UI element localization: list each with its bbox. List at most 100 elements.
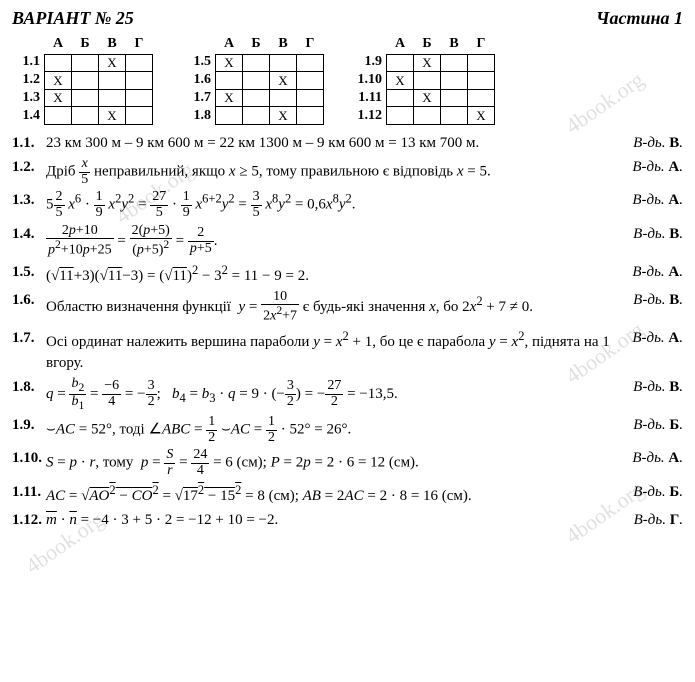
solution-item: 1.7.Осі ординат належить вершина парабол…	[12, 328, 683, 374]
answer-cell: X	[216, 54, 243, 72]
row-label: 1.3	[12, 89, 44, 107]
item-body: Областю визначення функції y = 102x2+7 є…	[46, 290, 633, 325]
answer-cell: X	[414, 54, 441, 72]
item-answer: В-дь. В.	[633, 290, 683, 325]
answer-cell: X	[270, 107, 297, 125]
row-label: 1.10	[354, 71, 386, 89]
answer-cell	[414, 72, 441, 90]
answer-cell: X	[468, 107, 495, 125]
answer-cell: X	[387, 72, 414, 90]
answer-cell	[45, 54, 72, 72]
solution-item: 1.6.Областю визначення функції y = 102x2…	[12, 290, 683, 325]
item-body: Дріб x5 неправильний, якщо x ≥ 5, тому п…	[46, 157, 632, 187]
solution-item: 1.11.AC = √AO2 − CO2 = √172 − 152 = 8 (с…	[12, 482, 683, 507]
col-header: Г	[126, 35, 153, 54]
col-header: В	[99, 35, 126, 54]
answer-cell	[216, 107, 243, 125]
row-label: 1.4	[12, 107, 44, 125]
item-body: 525 x6 · 19 x2y2 = 275 · 19 x6+2y2 = 35 …	[46, 190, 632, 220]
answer-cell	[243, 54, 270, 72]
row-label: 1.8	[183, 107, 215, 125]
answer-cell: X	[216, 89, 243, 107]
answer-cell: X	[45, 72, 72, 90]
col-header: А	[45, 35, 72, 54]
item-body: q = b2b1 = −64 = −32; b4 = b3 · q = 9 · …	[46, 377, 633, 412]
item-answer: В-дь. А.	[632, 328, 683, 374]
solution-item: 1.1.23 км 300 м – 9 км 600 м = 22 км 130…	[12, 133, 683, 154]
answer-cell	[99, 89, 126, 107]
solution-item: 1.5.(√11+3)(√11−3) = (√11)2 − 32 = 11 − …	[12, 262, 683, 287]
answer-cell	[297, 54, 324, 72]
col-header: А	[387, 35, 414, 54]
item-body: Осі ординат належить вершина параболи y …	[46, 328, 632, 374]
col-header: Г	[297, 35, 324, 54]
item-answer: В-дь. А.	[632, 190, 683, 220]
item-number: 1.9.	[12, 415, 46, 445]
col-header: В	[441, 35, 468, 54]
item-answer: В-дь. В.	[633, 133, 683, 154]
answer-cell	[270, 54, 297, 72]
part-title: Частина 1	[596, 8, 683, 29]
answer-cell: X	[270, 72, 297, 90]
col-header: В	[270, 35, 297, 54]
answer-cell	[99, 72, 126, 90]
answer-cell	[441, 72, 468, 90]
answer-cell	[387, 107, 414, 125]
row-label: 1.12	[354, 107, 386, 125]
col-header: Б	[72, 35, 99, 54]
answer-cell	[126, 72, 153, 90]
answer-cell	[387, 54, 414, 72]
answer-cell	[72, 54, 99, 72]
item-number: 1.10.	[12, 448, 46, 478]
item-body: 23 км 300 м – 9 км 600 м = 22 км 1300 м …	[46, 133, 633, 154]
item-number: 1.6.	[12, 290, 46, 325]
answer-cell	[297, 107, 324, 125]
answer-cell	[243, 89, 270, 107]
answer-cell	[243, 107, 270, 125]
item-number: 1.1.	[12, 133, 46, 154]
item-number: 1.2.	[12, 157, 46, 187]
answer-tables: 1.11.21.31.4АБВГXXXX1.51.61.71.8АБВГXXXX…	[12, 35, 683, 125]
answer-cell	[126, 54, 153, 72]
row-label: 1.11	[354, 89, 386, 107]
solution-item: 1.9.⌣AC = 52°, тоді ∠ABC = 12 ⌣AC = 12 ·…	[12, 415, 683, 445]
item-answer: В-дь. Б.	[633, 415, 683, 445]
item-answer: В-дь. А.	[632, 262, 683, 287]
answer-cell: X	[99, 54, 126, 72]
solution-list: 1.1.23 км 300 м – 9 км 600 м = 22 км 130…	[12, 133, 683, 531]
col-header: А	[216, 35, 243, 54]
answer-cell	[441, 54, 468, 72]
solution-item: 1.4.2p+10p2+10p+25 = 2(p+5)(p+5)2 = 2p+5…	[12, 224, 683, 259]
answer-cell	[72, 107, 99, 125]
answer-cell: X	[45, 89, 72, 107]
variant-title: ВАРІАНТ № 25	[12, 8, 134, 29]
answer-cell	[297, 89, 324, 107]
item-number: 1.4.	[12, 224, 46, 259]
item-body: AC = √AO2 − CO2 = √172 − 152 = 8 (см); A…	[46, 482, 633, 507]
item-number: 1.7.	[12, 328, 46, 374]
answer-cell	[297, 72, 324, 90]
item-body: 2p+10p2+10p+25 = 2(p+5)(p+5)2 = 2p+5.	[46, 224, 633, 259]
answer-cell	[243, 72, 270, 90]
item-answer: В-дь. В.	[633, 377, 683, 412]
row-label: 1.6	[183, 71, 215, 89]
item-body: S = p · r, тому p = Sr = 244 = 6 (см); P…	[46, 448, 632, 478]
item-number: 1.11.	[12, 482, 46, 507]
answer-cell	[468, 54, 495, 72]
solution-item: 1.8.q = b2b1 = −64 = −32; b4 = b3 · q = …	[12, 377, 683, 412]
col-header: Б	[414, 35, 441, 54]
answer-cell	[45, 107, 72, 125]
item-number: 1.12.	[12, 510, 46, 531]
answer-cell	[270, 89, 297, 107]
answer-cell	[468, 89, 495, 107]
item-number: 1.3.	[12, 190, 46, 220]
col-header: Г	[468, 35, 495, 54]
answer-cell	[414, 107, 441, 125]
answer-cell: X	[99, 107, 126, 125]
row-label: 1.9	[354, 53, 386, 71]
item-answer: В-дь. Г.	[634, 510, 683, 531]
answer-cell	[126, 107, 153, 125]
row-label: 1.2	[12, 71, 44, 89]
row-label: 1.5	[183, 53, 215, 71]
item-answer: В-дь. А.	[632, 448, 683, 478]
